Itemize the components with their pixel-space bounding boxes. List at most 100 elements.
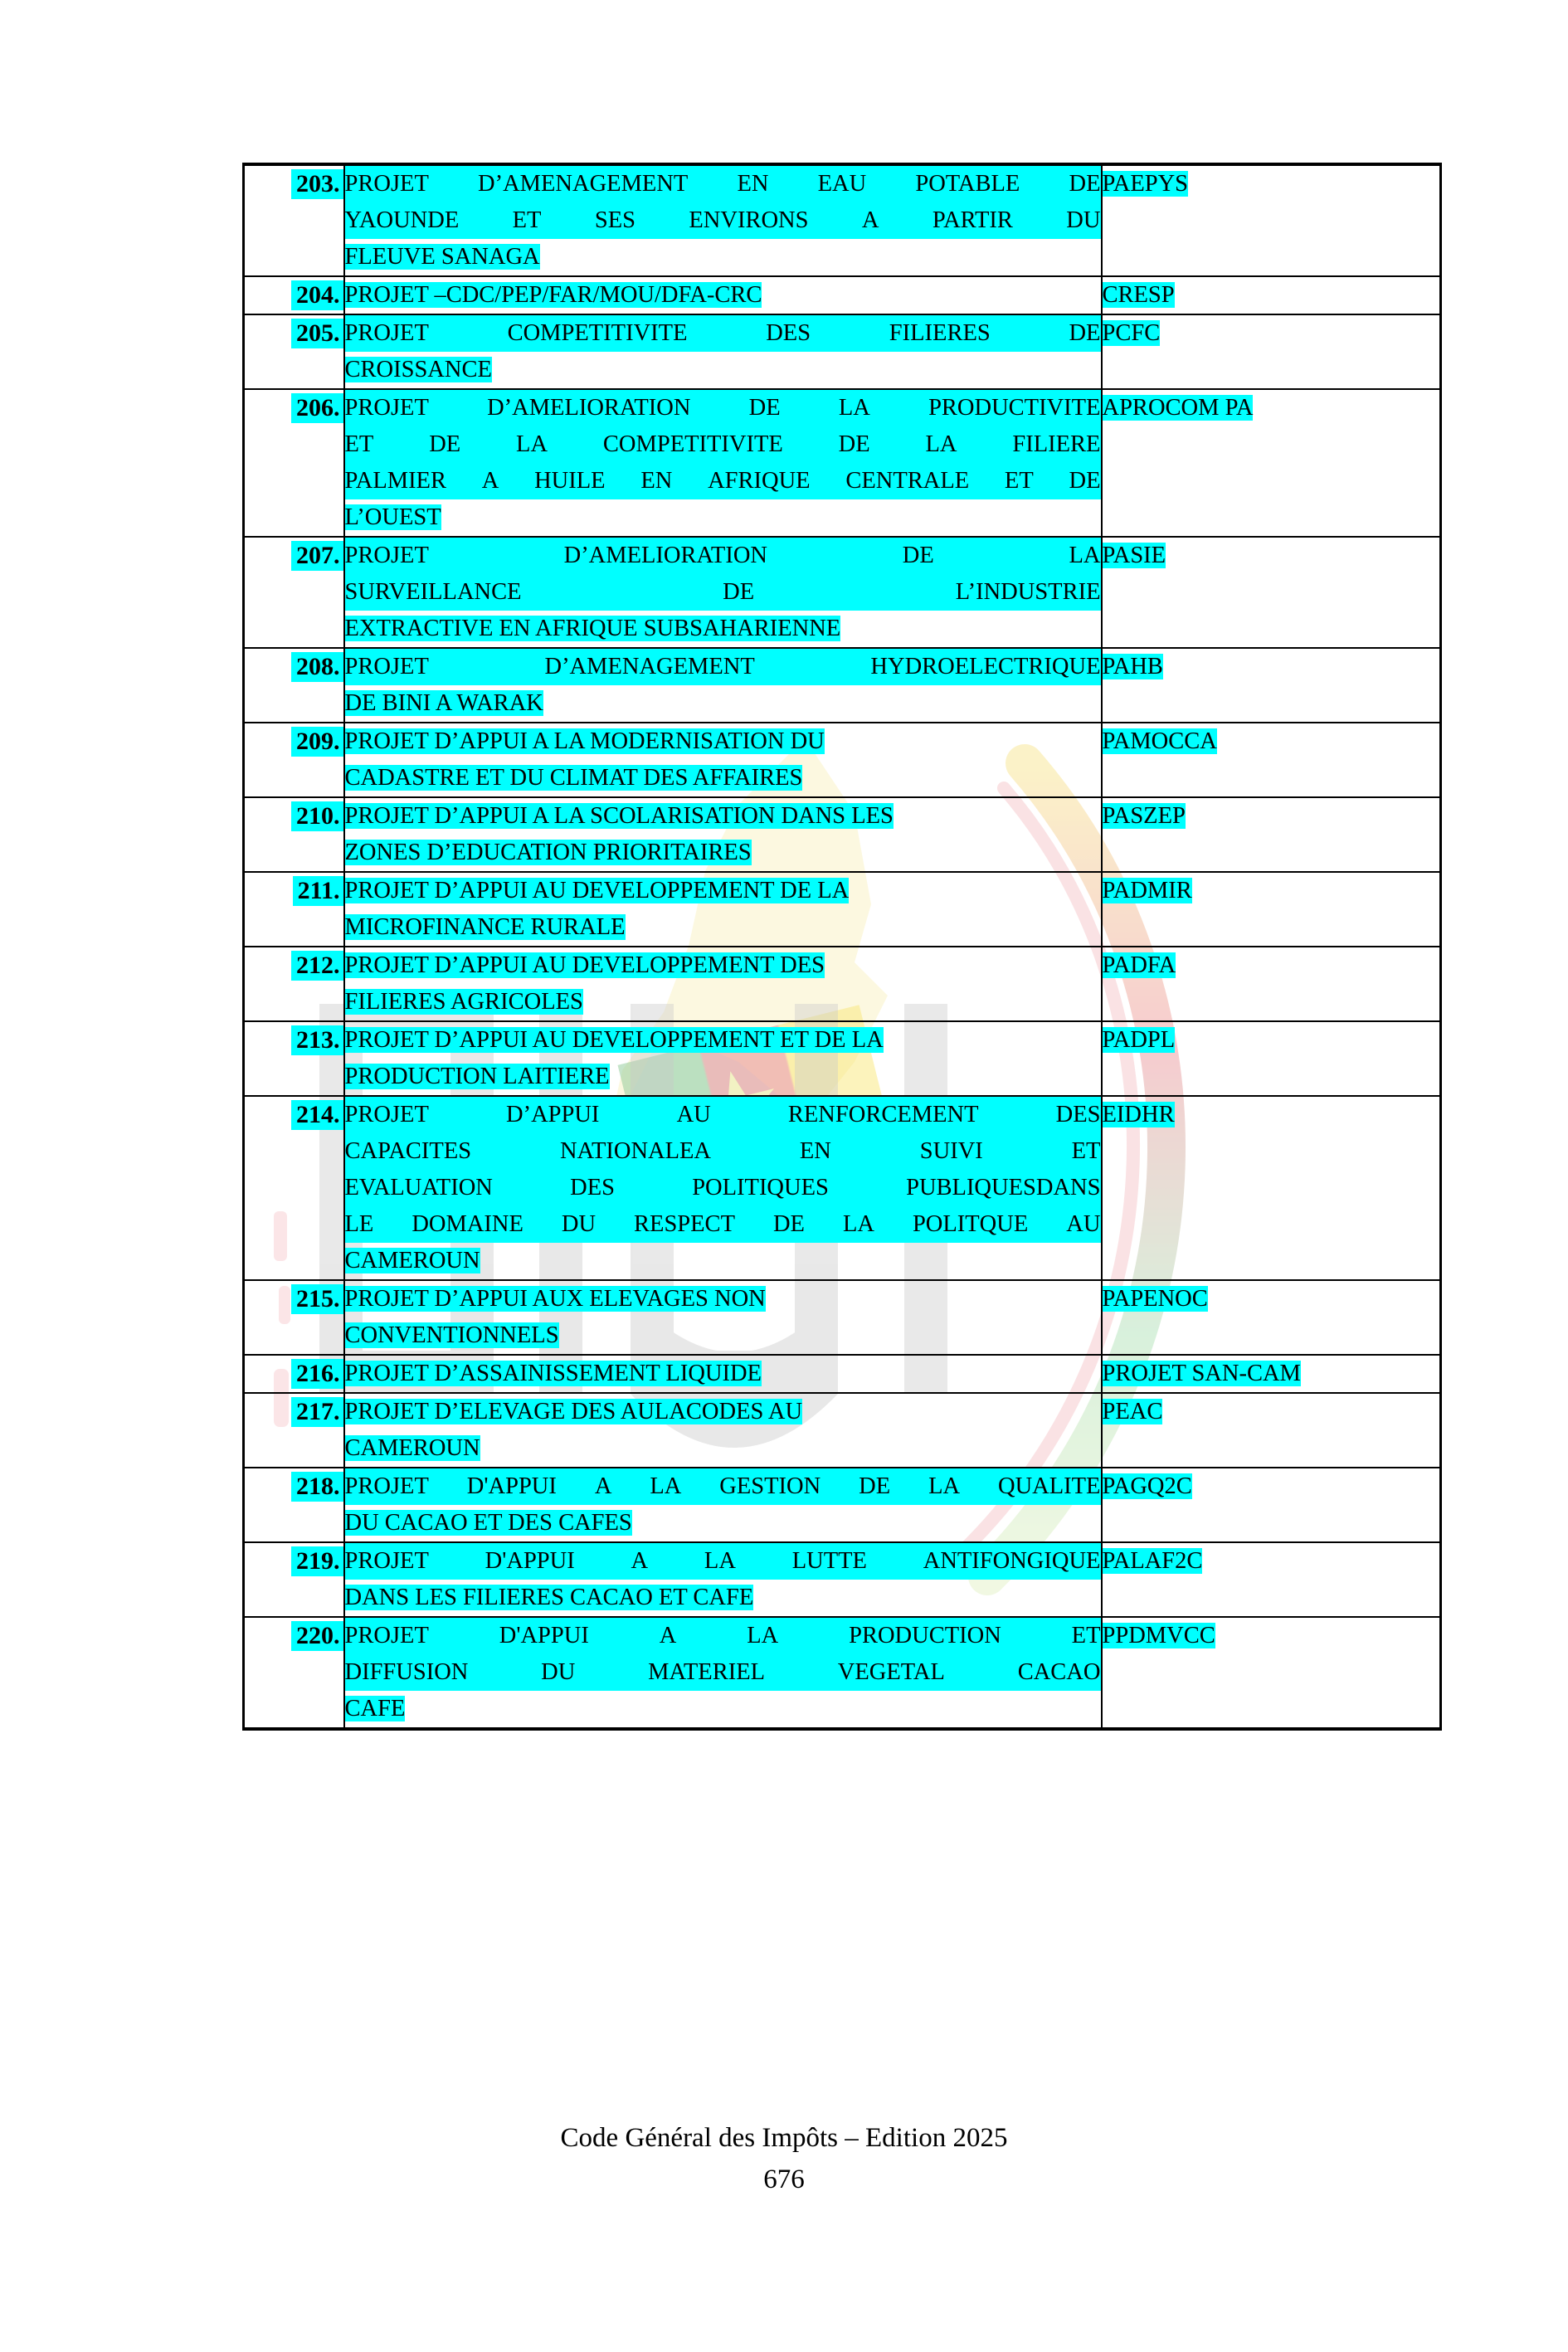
table-row: 216. PROJET D’ASSAINISSEMENT LIQUIDE PROJE… <box>242 1354 1442 1394</box>
table-row: 210. PROJET D’APPUI A LA SCOLARISATION DA… <box>242 796 1442 873</box>
description-line: CONVENTIONNELS <box>344 1322 559 1348</box>
project-acronym-cell: PASZEP <box>1100 796 1442 873</box>
table-row: 204. PROJET –CDC/PEP/FAR/MOU/DFA-CRC CRESP <box>242 275 1442 315</box>
table-row: 220. PROJET D'APPUI A LA PRODUCTION ET DIFFUSIO… <box>242 1616 1442 1731</box>
table-row: 207. PROJET D’AMELIORATION DE LA SURVEILLANCE… <box>242 536 1442 649</box>
project-description-cell: PROJET D’AMELIORATION DE LA PRODUCTIVITE ET DE… <box>343 388 1103 538</box>
row-number: 203. <box>291 169 343 199</box>
row-number-cell: 210. <box>242 796 345 873</box>
project-description-cell: PROJET D'APPUI A LA GESTION DE LA QUALITE DU CAC… <box>343 1467 1103 1543</box>
project-description-cell: PROJET D’AMELIORATION DE LA SURVEILLANCE DE L’… <box>343 536 1103 649</box>
table-row: 203. PROJET D’AMENAGEMENT EN EAU POTABLE DE YAO… <box>242 163 1442 277</box>
project-acronym-cell: PAEPYS <box>1100 163 1442 277</box>
row-number: 218. <box>291 1472 343 1502</box>
description-line: CAFE <box>344 1696 406 1721</box>
description-line: EXTRACTIVE EN AFRIQUE SUBSAHARIENNE <box>344 616 841 641</box>
row-number: 208. <box>291 652 343 682</box>
description-line: LE DOMAINE DU RESPECT DE LA POLITQUE AU <box>344 1206 1101 1243</box>
table-row: 208. PROJET D’AMENAGEMENT HYDROELECTRIQUE DE… <box>242 647 1442 723</box>
project-acronym: APROCOM PA <box>1102 395 1254 421</box>
page-number: 676 <box>763 2165 805 2194</box>
project-acronym-cell: PALAF2C <box>1100 1541 1442 1618</box>
page-footer: Code Général des Impôts – Edition 2025 6… <box>0 2117 1568 2200</box>
description-line: PROJET D’APPUI A LA SCOLARISATION DANS L… <box>344 803 894 829</box>
project-acronym: PEAC <box>1102 1399 1163 1424</box>
description-line: PROJET D'APPUI A LA LUTTE ANTIFONGIQUE <box>344 1543 1101 1580</box>
row-number: 204. <box>291 280 343 310</box>
project-acronym-cell: PADFA <box>1100 946 1442 1022</box>
row-number: 207. <box>291 541 343 571</box>
row-number-cell: 214. <box>242 1095 345 1281</box>
description-line: PROJET D’ELEVAGE DES AULACODES AU <box>344 1399 803 1424</box>
description-line: PROJET D’AMENAGEMENT HYDROELECTRIQUE <box>344 649 1101 685</box>
project-acronym: PASZEP <box>1102 803 1186 829</box>
project-description-cell: PROJET D’APPUI AUX ELEVAGES NON CONVENTIO… <box>343 1279 1103 1356</box>
row-number-cell: 220. <box>242 1616 345 1731</box>
row-number-cell: 215. <box>242 1279 345 1356</box>
description-line: PROJET D’APPUI AU DEVELOPPEMENT ET DE LA <box>344 1027 884 1053</box>
row-number: 214. <box>291 1100 343 1130</box>
table-row: 219. PROJET D'APPUI A LA LUTTE ANTIFONGIQUE DAN… <box>242 1541 1442 1618</box>
project-acronym: CRESP <box>1102 282 1175 308</box>
table-row: 213. PROJET D’APPUI AU DEVELOPPEMENT ET D… <box>242 1020 1442 1097</box>
description-line: PROJET D’AMENAGEMENT EN EAU POTABLE DE <box>344 166 1101 202</box>
description-line: PROJET D’APPUI AUX ELEVAGES NON <box>344 1286 766 1312</box>
project-acronym: PAGQ2C <box>1102 1473 1192 1499</box>
row-number: 219. <box>291 1546 343 1576</box>
row-number-cell: 204. <box>242 275 345 315</box>
project-acronym: EIDHR <box>1102 1102 1175 1127</box>
row-number-cell: 219. <box>242 1541 345 1618</box>
description-line: PRODUCTION LAITIERE <box>344 1064 610 1089</box>
row-number-cell: 205. <box>242 314 345 390</box>
project-description-cell: PROJET D'APPUI A LA LUTTE ANTIFONGIQUE DANS LE… <box>343 1541 1103 1618</box>
project-acronym: PADMIR <box>1102 878 1192 903</box>
description-line: PROJET D’APPUI AU DEVELOPPEMENT DES <box>344 952 825 978</box>
project-acronym: PROJET SAN-CAM <box>1102 1361 1301 1386</box>
row-number-cell: 217. <box>242 1392 345 1468</box>
description-line: CAMEROUN <box>344 1248 480 1273</box>
row-number-cell: 218. <box>242 1467 345 1543</box>
project-acronym-cell: PAGQ2C <box>1100 1467 1442 1543</box>
project-acronym: PADPL <box>1102 1027 1176 1053</box>
description-line: PROJET D’APPUI AU DEVELOPPEMENT DE LA <box>344 878 850 903</box>
project-acronym: PPDMVCC <box>1102 1623 1215 1648</box>
description-line: PROJET –CDC/PEP/FAR/MOU/DFA-CRC <box>344 282 762 308</box>
project-description-cell: PROJET D’AMENAGEMENT HYDROELECTRIQUE DE BIN… <box>343 647 1103 723</box>
description-line: CAPACITES NATIONALEA EN SUIVI ET <box>344 1133 1101 1170</box>
row-number: 220. <box>291 1621 343 1651</box>
project-description-cell: PROJET D’APPUI AU DEVELOPPEMENT DE LA MIC… <box>343 871 1103 947</box>
project-acronym: PAHB <box>1102 654 1163 679</box>
row-number: 213. <box>291 1025 343 1055</box>
description-line: PROJET D’AMELIORATION DE LA PRODUCTIVITE <box>344 390 1101 426</box>
project-acronym-cell: PAHB <box>1100 647 1442 723</box>
project-acronym-cell: PCFC <box>1100 314 1442 390</box>
project-acronym-cell: PADMIR <box>1100 871 1442 947</box>
description-line: PROJET D'APPUI A LA PRODUCTION ET <box>344 1618 1101 1654</box>
project-acronym: PAEPYS <box>1102 171 1189 197</box>
project-description-cell: PROJET D'APPUI A LA PRODUCTION ET DIFFUSION DU M… <box>343 1616 1103 1731</box>
description-line: PROJET COMPETITIVITE DES FILIERES DE <box>344 315 1101 352</box>
project-acronym: PADFA <box>1102 952 1176 978</box>
row-number-cell: 211. <box>242 871 345 947</box>
project-acronym-cell: CRESP <box>1100 275 1442 315</box>
table-row: 211. PROJET D’APPUI AU DEVELOPPEMENT DE L… <box>242 871 1442 947</box>
description-line: CADASTRE ET DU CLIMAT DES AFFAIRES <box>344 765 803 791</box>
description-line: FILIERES AGRICOLES <box>344 989 583 1015</box>
row-number-cell: 203. <box>242 163 345 277</box>
row-number: 216. <box>291 1359 343 1389</box>
project-description-cell: PROJET D’AMENAGEMENT EN EAU POTABLE DE YAOUNDE… <box>343 163 1103 277</box>
description-line: CROISSANCE <box>344 357 492 382</box>
projects-table: 203. PROJET D’AMENAGEMENT EN EAU POTABLE DE YAO… <box>242 163 1442 1731</box>
description-line: MICROFINANCE RURALE <box>344 914 626 940</box>
table-row: 205. PROJET COMPETITIVITE DES FILIERES DE CROI… <box>242 314 1442 390</box>
row-number: 206. <box>291 393 343 423</box>
table-row: 217. PROJET D’ELEVAGE DES AULACODES AU CAM… <box>242 1392 1442 1468</box>
description-line: SURVEILLANCE DE L’INDUSTRIE <box>344 574 1101 611</box>
table-row: 218. PROJET D'APPUI A LA GESTION DE LA QUALITE DU… <box>242 1467 1442 1543</box>
description-line: PROJET D'APPUI A LA GESTION DE LA QUALITE <box>344 1468 1101 1505</box>
footer-title: Code Général des Impôts – Edition 2025 <box>560 2123 1008 2153</box>
project-description-cell: PROJET D’APPUI AU DEVELOPPEMENT DES FILIE… <box>343 946 1103 1022</box>
description-line: PROJET D’APPUI AU RENFORCEMENT DES <box>344 1097 1101 1133</box>
description-line: YAOUNDE ET SES ENVIRONS A PARTIR DU <box>344 202 1101 239</box>
